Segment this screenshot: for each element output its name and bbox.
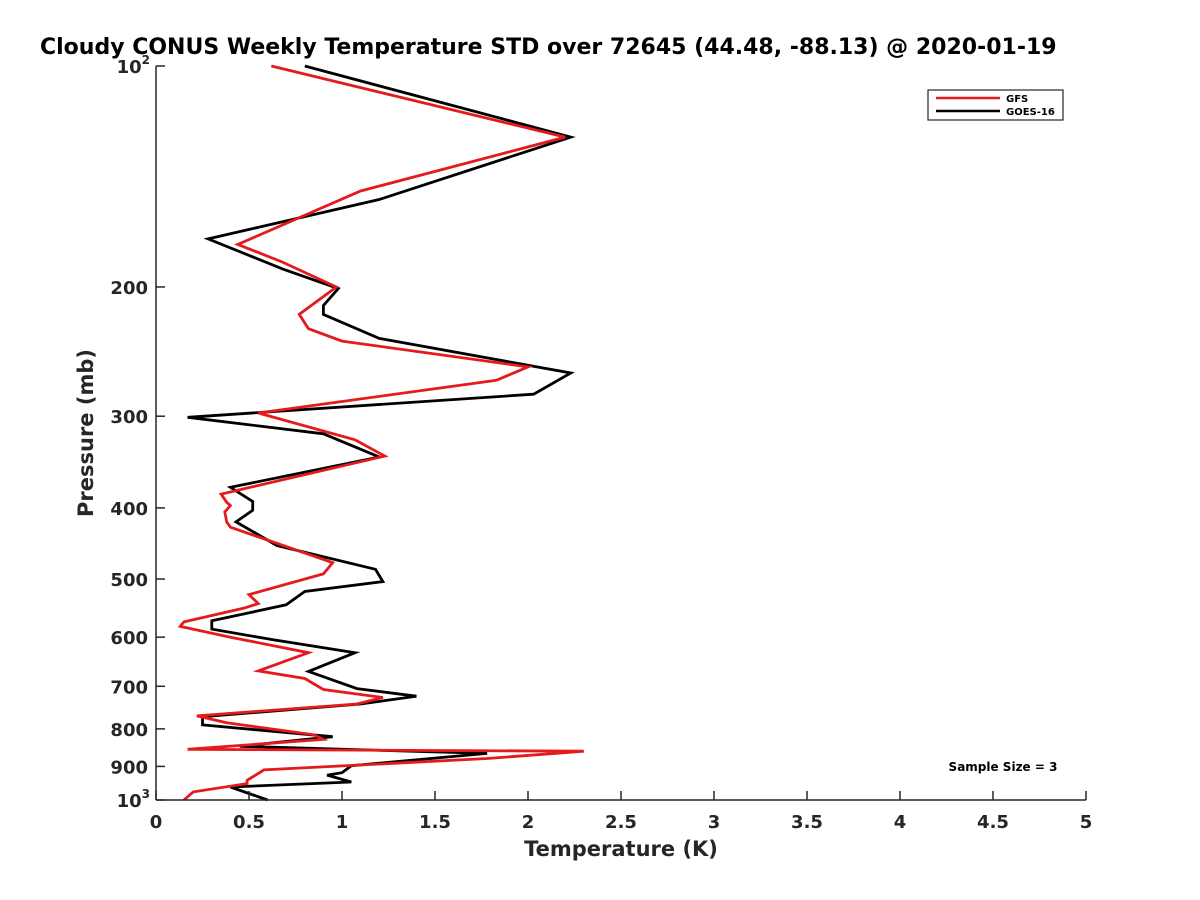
y-tick-label: 102 (117, 53, 150, 78)
y-tick-label: 700 (110, 677, 148, 698)
x-tick-label: 1.5 (419, 812, 451, 833)
plot-area (177, 64, 584, 802)
y-tick-label: 500 (110, 570, 148, 591)
series-group (177, 64, 584, 802)
legend-items: GFS GOES-16 (936, 94, 1055, 118)
y-tick-label: 103 (117, 787, 150, 812)
y-tick-label: 300 (110, 407, 148, 428)
x-tick-label: 2 (522, 812, 535, 833)
sample-size-annotation: Sample Size = 3 (949, 760, 1058, 774)
y-axis-label: Pressure (mb) (74, 349, 98, 517)
y-tick-label: 400 (110, 499, 148, 520)
y-tick-label: 800 (110, 720, 148, 741)
y-tick-label: 900 (110, 757, 148, 778)
x-ticks: 0 0.5 1 1.5 2 2.5 3 3.5 4 4.5 5 (150, 791, 1093, 833)
y-ticks: 102 200 300 400 500 600 700 800 900 103 (110, 53, 165, 812)
y-tick-label: 600 (110, 628, 148, 649)
series-line-1 (187, 64, 576, 802)
x-tick-label: 0.5 (233, 812, 265, 833)
series-line-0 (177, 64, 584, 802)
x-tick-label: 4.5 (977, 812, 1009, 833)
x-tick-label: 5 (1080, 812, 1093, 833)
legend-label: GFS (1006, 94, 1028, 105)
x-tick-label: 4 (894, 812, 907, 833)
legend: GFS GOES-16 (927, 89, 1064, 121)
x-axis-label: Temperature (K) (524, 837, 718, 861)
legend-box (927, 89, 1064, 121)
x-tick-label: 2.5 (605, 812, 637, 833)
x-tick-label: 3 (708, 812, 721, 833)
x-tick-label: 1 (336, 812, 349, 833)
y-tick-label: 200 (110, 278, 148, 299)
axes (155, 66, 1086, 801)
chart-title: Cloudy CONUS Weekly Temperature STD over… (40, 35, 1057, 60)
x-tick-label: 0 (150, 812, 163, 833)
legend-label: GOES-16 (1006, 107, 1055, 118)
x-tick-label: 3.5 (791, 812, 823, 833)
